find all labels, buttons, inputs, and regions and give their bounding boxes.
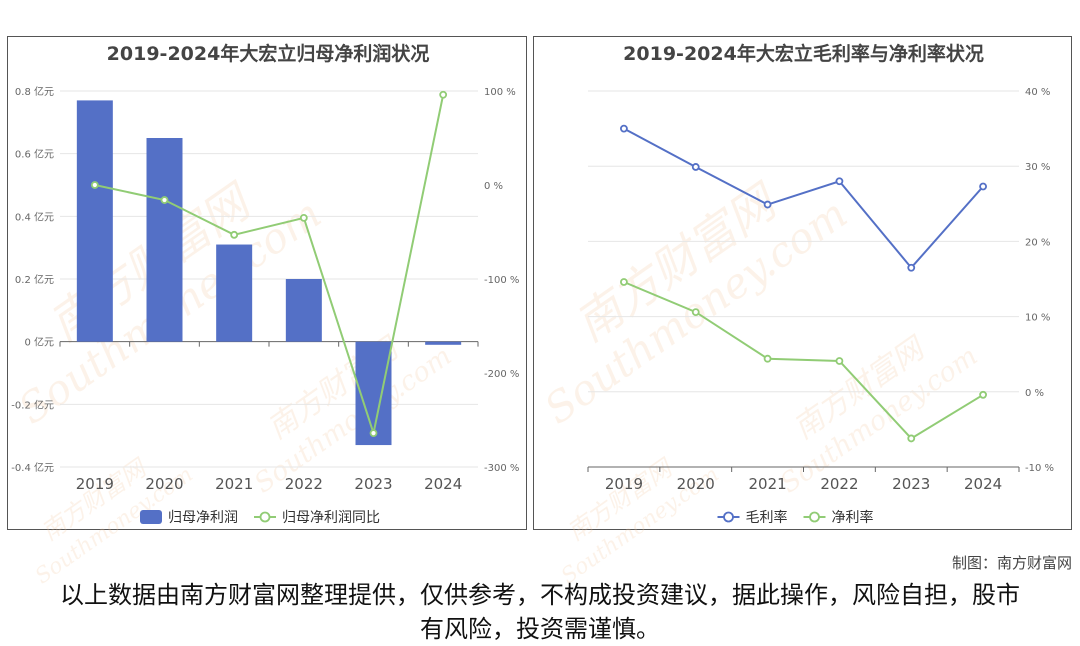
y-left-tick-label: -0.2 亿元 (11, 398, 54, 411)
y-right-tick-label: -10 % (1025, 463, 1054, 474)
line-point (691, 308, 700, 316)
y-right-tick-label: 100 % (484, 87, 516, 98)
net-profit-chart-panel: 南方财富网Southmoney.com南方财富网Southmoney.com南方… (7, 36, 527, 589)
y-right-tick-label: 30 % (1025, 162, 1050, 173)
bar (76, 100, 113, 342)
line-point (979, 182, 987, 191)
bar (425, 341, 462, 345)
x-tick-label: 2019 (605, 475, 643, 493)
bar (285, 279, 322, 342)
x-tick-label: 2021 (215, 475, 253, 493)
y-left-tick-label: 0.4 亿元 (15, 210, 54, 223)
y-left-tick-label: 0.8 亿元 (15, 85, 54, 98)
line-point (835, 357, 844, 365)
legend-swatch (723, 511, 734, 523)
line-point (369, 429, 378, 438)
net-profit-chart: 南方财富网Southmoney.com南方财富网Southmoney.com南方… (10, 42, 519, 589)
x-tick-label: 2019 (76, 475, 114, 493)
y-right-tick-label: 40 % (1025, 87, 1050, 98)
chart-legend: 归母净利润 归母净利润同比 (140, 509, 380, 526)
y-right-tick-label: 0 % (1025, 388, 1044, 399)
chart-legend: 毛利率 净利率 (717, 509, 874, 526)
x-tick-label: 2022 (285, 475, 323, 493)
x-tick-label: 2024 (424, 475, 462, 493)
x-tick-label: 2020 (677, 475, 715, 493)
y-right-tick-label: 10 % (1025, 313, 1050, 324)
series-line (94, 94, 445, 438)
line-point (979, 390, 987, 399)
line-point (439, 90, 448, 99)
chart-title: 2019-2024年大宏立毛利率与净利率状况 (623, 42, 984, 65)
chart-title: 2019-2024年大宏立归母净利润状况 (107, 42, 430, 65)
disclaimer-text: 以上数据由南方财富网整理提供，仅供参考，不构成投资建议，据此操作，风险自担，股市… (60, 581, 1020, 643)
margin-chart: 南方财富网Southmoney.com南方财富网Southmoney.com南方… (536, 42, 1054, 589)
y-left-tick-label: 0.6 亿元 (15, 148, 54, 161)
series-line (623, 281, 984, 440)
y-right-tick-label: 0 % (484, 181, 503, 192)
line-point (907, 434, 916, 443)
bar (216, 244, 253, 342)
y-right-tick-label: 20 % (1025, 237, 1050, 248)
y-left-tick-label: -0.4 亿元 (11, 461, 54, 474)
legend-label: 净利率 (832, 509, 874, 526)
line-point (691, 163, 700, 171)
x-tick-label: 2020 (145, 475, 183, 493)
line-point (907, 263, 916, 272)
legend-label: 归母净利润 (168, 509, 238, 526)
legend-swatch (259, 511, 271, 523)
watermark-layer: 南方财富网Southmoney.com南方财富网Southmoney.com南方… (536, 172, 983, 589)
series-line (623, 127, 984, 270)
y-left-tick-label: 0 亿元 (24, 336, 54, 349)
line-point (230, 230, 239, 239)
x-tick-label: 2022 (820, 475, 858, 493)
y-left-tick-label: 0.2 亿元 (15, 273, 54, 286)
line-point (763, 200, 772, 209)
x-tick-label: 2023 (354, 475, 392, 493)
line-point (620, 124, 628, 133)
x-tick-label: 2024 (964, 475, 1002, 493)
legend-label: 毛利率 (746, 509, 788, 526)
line-point (90, 181, 99, 189)
margin-chart-panel: 南方财富网 Southmoney.com 南方财富网 Southmoney.com 南方… (533, 36, 1072, 589)
x-tick-label: 2021 (748, 475, 786, 493)
line-point (835, 177, 844, 186)
line-point (160, 196, 169, 204)
legend-swatch (140, 510, 162, 524)
legend-swatch (809, 511, 820, 523)
x-tick-label: 2023 (892, 475, 930, 493)
y-right-tick-label: -100 % (484, 275, 519, 286)
bar (146, 138, 183, 342)
line-point (299, 213, 308, 222)
legend-label: 归母净利润同比 (282, 509, 380, 526)
chart-credit: 制图：南方财富网 (951, 554, 1072, 572)
line-point (620, 278, 628, 286)
line-point (763, 354, 772, 363)
y-right-tick-label: -300 % (484, 463, 519, 474)
y-right-tick-label: -200 % (484, 369, 519, 380)
